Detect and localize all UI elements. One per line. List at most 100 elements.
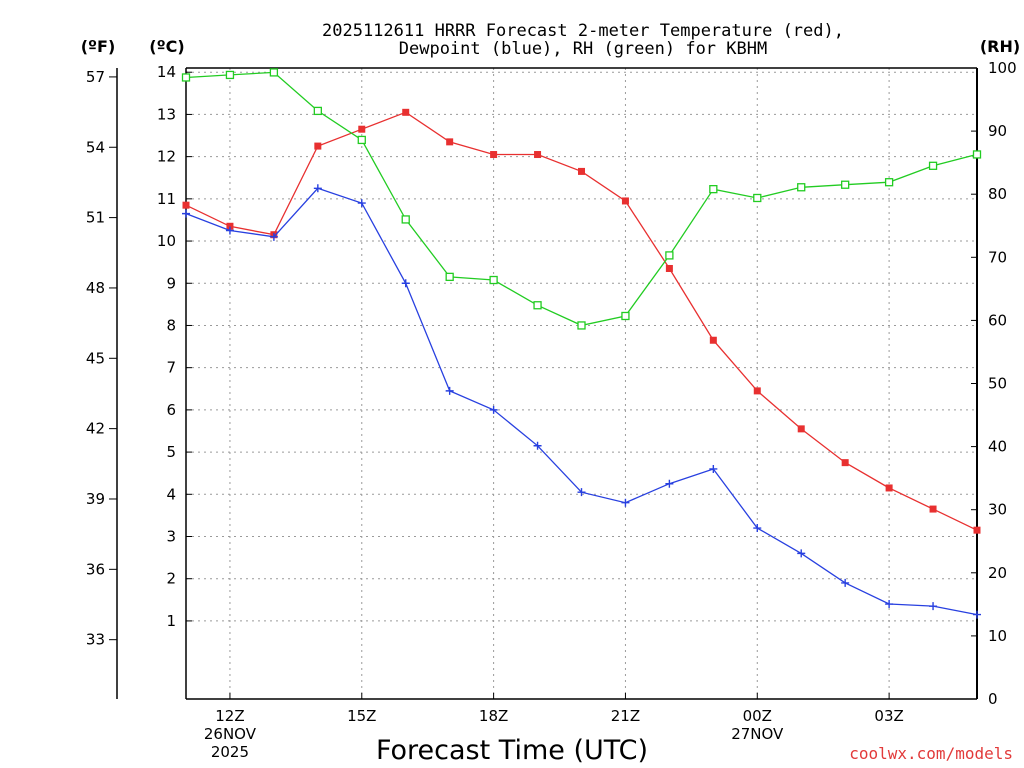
dewpoint-point: [973, 610, 981, 619]
credit-label: coolwx.com/models: [849, 744, 1013, 763]
rh-point: [181, 73, 191, 82]
celsius-tick-label: 9: [166, 274, 176, 292]
x-tick-label: 26NOV: [204, 725, 257, 743]
temperature-point: [226, 222, 234, 230]
temperature-point: [973, 526, 981, 534]
celsius-tick-label: 4: [166, 485, 176, 503]
celsius-tick-label: 6: [166, 401, 176, 419]
rh-tick-label: 90: [988, 122, 1007, 140]
dewpoint-point: [533, 441, 542, 450]
fahrenheit-tick-label: 57: [86, 68, 105, 86]
temperature-point: [665, 264, 673, 272]
celsius-tick-label: 10: [157, 232, 176, 250]
dewpoint-point: [313, 184, 322, 193]
dewpoint-point: [841, 578, 850, 587]
dewpoint-point: [665, 479, 674, 488]
temperature-point: [885, 484, 893, 492]
dewpoint-point: [621, 498, 630, 507]
temperature-point: [709, 336, 717, 344]
dewpoint-point: [797, 549, 806, 558]
temperature-point: [314, 142, 322, 150]
rh-tick-label: 80: [988, 185, 1007, 203]
tick-labels: 1234567891011121314333639424548515457010…: [86, 59, 1017, 761]
rh-tick-label: 10: [988, 627, 1007, 645]
dewpoint-point: [929, 602, 938, 611]
temperature-point: [182, 201, 190, 209]
celsius-unit-label: (ºC): [149, 37, 184, 56]
dewpoint-point: [225, 226, 234, 235]
fahrenheit-tick-label: 45: [86, 349, 105, 367]
celsius-tick-label: 5: [166, 443, 176, 461]
fahrenheit-tick-label: 36: [86, 560, 105, 578]
grid-lines: [186, 68, 977, 699]
dewpoint-point: [709, 464, 718, 473]
series-group: [181, 68, 982, 619]
celsius-tick-label: 1: [166, 612, 176, 630]
x-axis-label: Forecast Time (UTC): [376, 735, 648, 766]
celsius-tick-label: 12: [157, 148, 176, 166]
rh-point: [269, 68, 279, 77]
temperature-point: [797, 425, 805, 433]
x-tick-label: 21Z: [611, 707, 640, 725]
rh-point: [577, 321, 586, 330]
temperature-line: [185, 111, 978, 531]
rh-tick-label: 40: [988, 438, 1007, 456]
dewpoint-point: [357, 199, 366, 208]
dewpoint-point: [445, 386, 454, 395]
x-tick-label: 15Z: [347, 707, 376, 725]
dewpoint-point: [182, 209, 190, 218]
rh-tick-label: 60: [988, 311, 1007, 329]
fahrenheit-tick-label: 54: [86, 138, 105, 156]
temperature-point: [490, 151, 498, 159]
temperature-point: [358, 125, 366, 133]
temperature-point: [753, 387, 761, 395]
rh-point: [401, 215, 410, 224]
rh-point: [797, 183, 806, 192]
fahrenheit-tick-label: 48: [86, 279, 105, 297]
temperature-point: [446, 138, 454, 146]
temperature-point: [578, 167, 585, 175]
x-tick-label: 27NOV: [731, 725, 784, 743]
rh-point: [225, 70, 235, 80]
rh-point: [533, 301, 542, 310]
dewpoint-point: [489, 405, 498, 414]
axes: [109, 67, 978, 700]
dewpoint-point: [577, 488, 586, 497]
dewpoint-line: [185, 187, 978, 616]
rh-point: [841, 180, 850, 189]
rh-tick-label: 0: [988, 690, 998, 708]
dewpoint-point: [401, 279, 410, 288]
rh-point: [445, 272, 454, 282]
rh-tick-label: 30: [988, 501, 1007, 519]
fahrenheit-tick-label: 33: [86, 631, 105, 649]
rh-point: [313, 106, 322, 116]
rh-point: [665, 251, 674, 260]
x-tick-label: 12Z: [215, 707, 244, 725]
x-tick-label: 2025: [211, 743, 249, 761]
celsius-tick-label: 14: [157, 63, 176, 81]
rh-tick-label: 20: [988, 564, 1007, 582]
rh-point: [928, 161, 938, 170]
dewpoint-point: [885, 600, 894, 609]
dewpoint-point: [269, 232, 278, 241]
celsius-tick-label: 13: [157, 105, 176, 123]
fahrenheit-tick-label: 42: [86, 420, 105, 438]
chart-title-line-1: 2025112611 HRRR Forecast 2-meter Tempera…: [322, 21, 844, 41]
rh-point: [621, 311, 630, 321]
celsius-tick-label: 8: [166, 316, 176, 334]
fahrenheit-tick-label: 39: [86, 490, 105, 508]
celsius-tick-label: 2: [166, 570, 176, 588]
rh-tick-label: 50: [988, 375, 1007, 393]
celsius-tick-label: 7: [166, 359, 176, 377]
chart-title-line-2: Dewpoint (blue), RH (green) for KBHM: [399, 39, 767, 59]
temperature-point: [841, 459, 849, 467]
data-series: [181, 68, 982, 619]
rh-tick-label: 100: [988, 59, 1017, 77]
temperature-point: [534, 151, 542, 159]
fahrenheit-tick-label: 51: [86, 209, 105, 227]
rh-unit-label: (RH): [980, 37, 1020, 56]
rh-point: [357, 135, 366, 145]
rh-tick-label: 70: [988, 248, 1007, 266]
temperature-point: [621, 197, 629, 205]
